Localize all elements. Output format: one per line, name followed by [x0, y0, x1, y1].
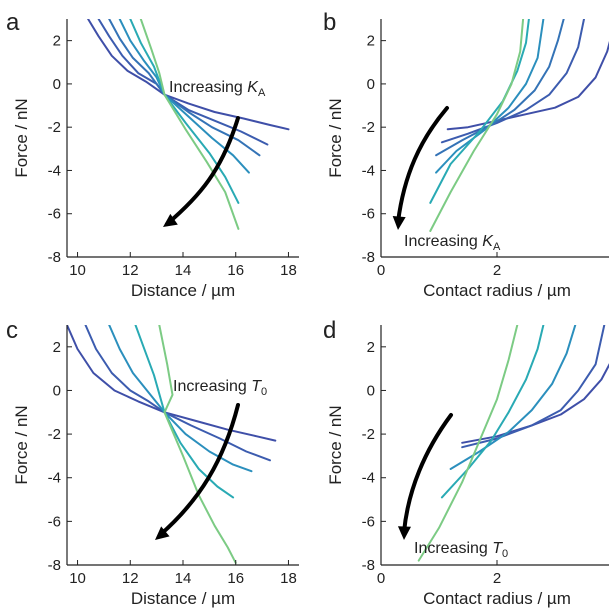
- y-tick-label: 2: [53, 339, 61, 356]
- x-axis-label: Distance / µm: [131, 589, 235, 608]
- x-tick-label: 10: [69, 262, 86, 279]
- y-axis-label: Force / nN: [12, 98, 31, 177]
- x-tick-label: 0: [377, 262, 385, 279]
- y-tick-label: 0: [53, 382, 61, 399]
- y-tick-label: -6: [362, 206, 375, 223]
- series-line-5: [158, 325, 237, 564]
- panel-letter: b: [323, 9, 336, 36]
- panel-letter: c: [6, 317, 18, 344]
- y-tick-label: -8: [48, 249, 61, 266]
- series-line-6: [429, 19, 525, 232]
- x-tick-label: 10: [69, 570, 86, 587]
- y-tick-label: -2: [362, 426, 375, 443]
- series-line-5: [129, 19, 240, 204]
- annotation-label: Increasing KA: [169, 79, 266, 99]
- y-tick-label: -6: [48, 206, 61, 223]
- y-axis-label: Force / nN: [12, 405, 31, 484]
- series-line-6: [139, 19, 240, 230]
- x-tick-label: 14: [175, 262, 192, 279]
- y-tick-label: -4: [362, 162, 375, 179]
- x-tick-label: 12: [122, 570, 139, 587]
- x-axis-label: Contact radius / µm: [423, 281, 571, 300]
- x-tick-label: 2: [493, 570, 501, 587]
- panel-c: c -8 -6 -4 -2 0 2 10 12 14 16 18 Distance / µm Force …: [6, 317, 299, 608]
- y-tick-label: -4: [48, 470, 61, 487]
- trend-arrow-head: [392, 215, 406, 230]
- y-tick-label: 0: [53, 76, 61, 93]
- trend-arrow-head: [397, 526, 411, 540]
- trend-arrow-head: [163, 213, 178, 227]
- x-tick-label: 18: [280, 262, 297, 279]
- y-tick-label: -6: [362, 513, 375, 530]
- series-line-1: [446, 40, 609, 131]
- x-tick-label: 2: [493, 262, 501, 279]
- series-line-1: [67, 325, 277, 442]
- panel-letter: a: [6, 9, 20, 36]
- y-tick-label: -2: [48, 119, 61, 136]
- panel-d: d -8 -6 -4 -2 0 2 0 2 Contact radius / µm Force / …: [323, 317, 609, 608]
- y-tick-label: -2: [362, 119, 375, 136]
- y-tick-label: -8: [48, 557, 61, 574]
- y-tick-label: 2: [367, 33, 375, 50]
- y-tick-label: -8: [362, 249, 375, 266]
- x-tick-label: 14: [175, 570, 192, 587]
- y-tick-label: -8: [362, 557, 375, 574]
- y-axis-label: Force / nN: [326, 405, 345, 484]
- annotation-label: Increasing T0: [414, 540, 508, 560]
- series-line-1: [461, 363, 609, 444]
- annotation-label: Increasing T0: [173, 378, 267, 398]
- y-tick-label: 2: [53, 33, 61, 50]
- y-tick-label: 0: [367, 76, 375, 93]
- x-tick-label: 12: [122, 262, 139, 279]
- x-tick-label: 16: [227, 262, 244, 279]
- trend-arrow: [402, 413, 453, 534]
- series-line-3: [449, 325, 577, 470]
- x-axis-label: Contact radius / µm: [423, 589, 571, 608]
- series-line-3: [435, 19, 565, 157]
- y-tick-label: -6: [48, 513, 61, 530]
- series-line-2: [461, 325, 606, 449]
- y-tick-label: -4: [48, 162, 61, 179]
- series-line-2: [84, 325, 271, 462]
- series-line-4: [134, 325, 235, 499]
- trend-arrow: [158, 403, 240, 537]
- x-tick-label: 0: [377, 570, 385, 587]
- series-line-4: [435, 19, 545, 174]
- trend-arrow: [165, 116, 240, 226]
- y-tick-label: -4: [362, 470, 375, 487]
- trend-arrow-head: [155, 526, 170, 540]
- x-tick-label: 18: [280, 570, 297, 587]
- x-axis-label: Distance / µm: [131, 281, 235, 300]
- series-line-5: [417, 325, 519, 562]
- y-tick-label: 2: [367, 339, 375, 356]
- panel-letter: d: [323, 317, 336, 344]
- trend-arrow: [396, 106, 449, 224]
- panel-b: b -8 -6 -4 -2 0 2 0 2 Contact radius / µm Force / …: [323, 9, 609, 300]
- y-tick-label: 0: [367, 382, 375, 399]
- panel-a: a -8 -6 -4 -2 0 2 10 12 14 16 18 Distance / µm Force …: [6, 9, 299, 300]
- y-axis-label: Force / nN: [326, 98, 345, 177]
- annotation-label: Increasing KA: [404, 233, 501, 253]
- y-tick-label: -2: [48, 426, 61, 443]
- x-tick-label: 16: [227, 570, 244, 587]
- series-line-2: [440, 19, 585, 144]
